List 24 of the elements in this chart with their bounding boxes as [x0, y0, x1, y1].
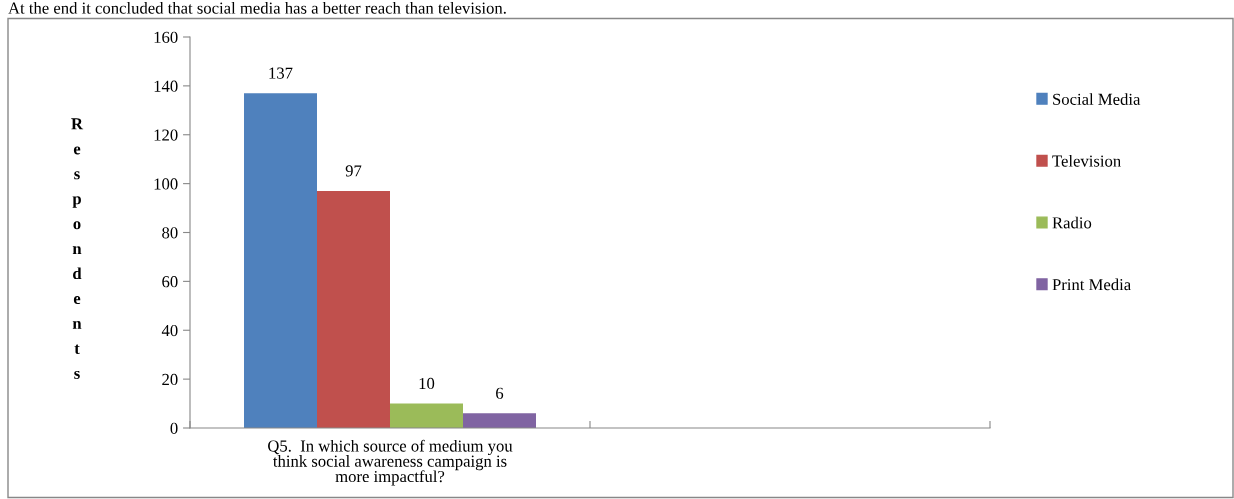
text: At the end it concluded that social media has a better reach than television. — [8, 2, 506, 14]
y-tick-label: 20 — [162, 373, 178, 386]
x-tick-label: Q5. In which source of medium you think social awareness campaign is more impactful? — [268, 439, 513, 486]
legend-label: Print Media — [1052, 278, 1131, 291]
y-tick-label: 140 — [154, 80, 178, 92]
y-tick-label: 160 — [154, 31, 178, 43]
y-tick-label: 0 — [170, 422, 178, 434]
data-label: 97 — [345, 165, 362, 177]
bar — [390, 403, 463, 428]
legend-label: Television — [1052, 154, 1121, 167]
y-tick-label: 80 — [162, 227, 178, 239]
bar — [317, 190, 390, 428]
text: Respondents — [71, 118, 84, 379]
y-tick-label: 120 — [154, 129, 178, 141]
bar — [244, 93, 317, 428]
legend-label: Social Media — [1053, 93, 1141, 105]
data-label: 10 — [419, 377, 435, 390]
data-label: 6 — [496, 387, 504, 399]
y-tick-label: 60 — [162, 276, 178, 288]
legend-label: Radio — [1052, 216, 1092, 229]
data-label: 137 — [269, 67, 293, 79]
y-tick-label: 40 — [161, 324, 178, 337]
y-tick-label: 100 — [154, 178, 178, 190]
bar — [463, 413, 536, 428]
